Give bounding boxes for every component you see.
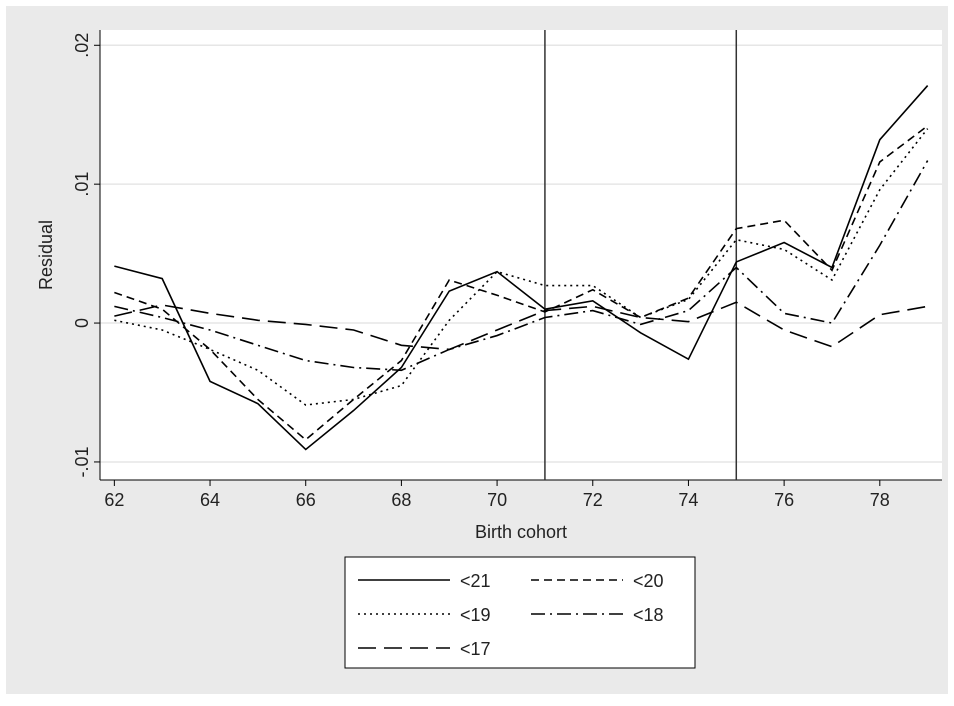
x-tick-label: 72 xyxy=(583,490,603,510)
legend-label: <21 xyxy=(460,571,491,591)
legend-label: <18 xyxy=(633,605,664,625)
legend-label: <20 xyxy=(633,571,664,591)
x-tick-label: 70 xyxy=(487,490,507,510)
x-tick-label: 74 xyxy=(678,490,698,510)
y-tick-label: .02 xyxy=(72,33,92,58)
x-axis-title: Birth cohort xyxy=(475,522,567,542)
plot-area xyxy=(100,30,942,480)
legend-label: <19 xyxy=(460,605,491,625)
y-tick-label: .01 xyxy=(72,172,92,197)
series-line xyxy=(114,301,928,351)
y-tick-label: -.01 xyxy=(72,446,92,477)
series-line xyxy=(114,128,929,406)
series-line xyxy=(114,160,929,372)
x-tick-label: 62 xyxy=(104,490,124,510)
x-tick-label: 68 xyxy=(391,490,411,510)
series-line xyxy=(114,85,929,451)
legend-label: <17 xyxy=(460,639,491,659)
x-tick-label: 76 xyxy=(774,490,794,510)
legend xyxy=(344,556,696,669)
x-tick-label: 64 xyxy=(200,490,220,510)
x-tick-label: 78 xyxy=(870,490,890,510)
series-line xyxy=(114,125,929,441)
y-tick-label: 0 xyxy=(72,318,92,328)
y-axis-title: Residual xyxy=(36,220,56,290)
x-tick-label: 66 xyxy=(296,490,316,510)
